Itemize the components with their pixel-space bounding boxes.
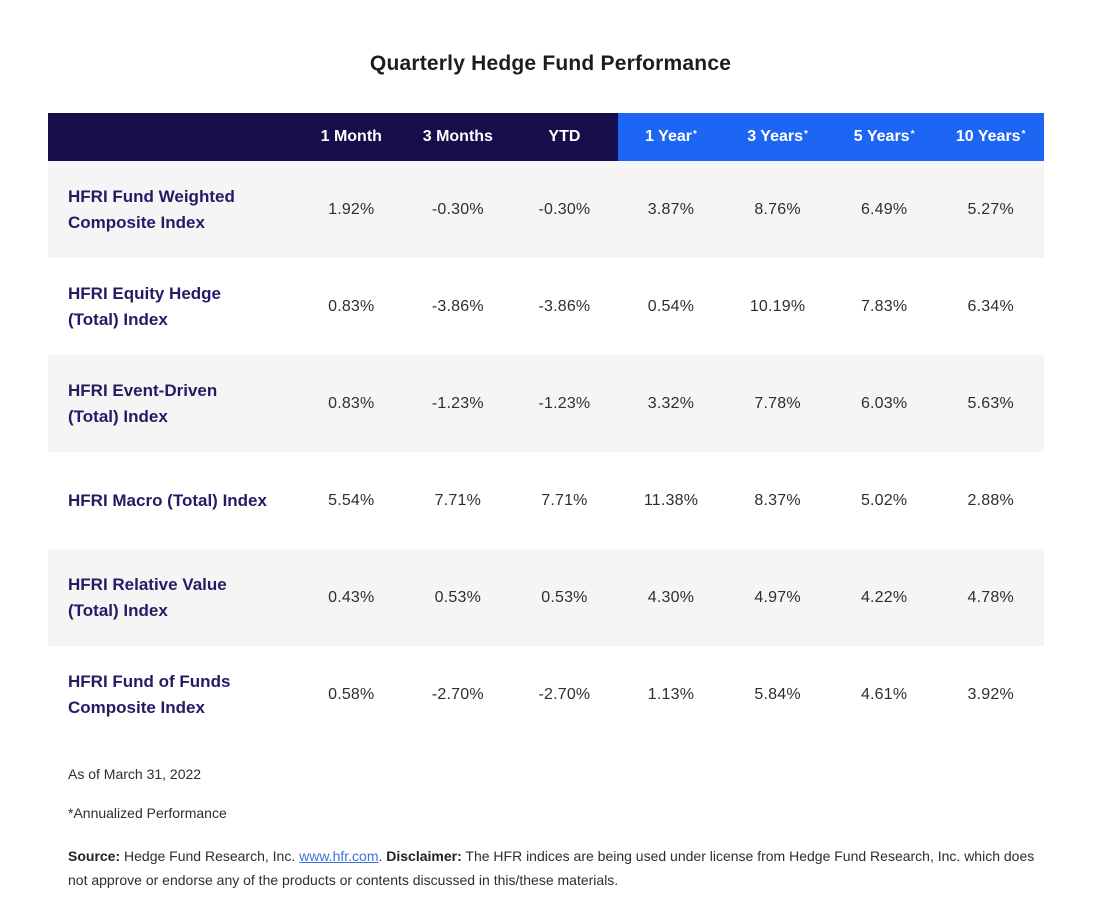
col-header-ytd: YTD — [511, 113, 618, 161]
col-header-1-year: 1 Year * — [617, 113, 725, 161]
cell-value: 11.38% — [643, 491, 699, 509]
cell-value: 3.32% — [647, 394, 695, 412]
cell-value: -2.70% — [431, 685, 484, 703]
col-header-label: 10 Years — [955, 128, 1021, 145]
hfr-link[interactable]: www.hfr.com — [299, 848, 379, 864]
annualized-note: *Annualized Performance — [68, 805, 227, 821]
as-of-date: As of March 31, 2022 — [68, 766, 202, 782]
cell-value: -1.23% — [538, 394, 591, 412]
after-link-text: . — [378, 848, 387, 864]
cell-value: 3.87% — [647, 200, 695, 218]
col-header-10-years: 10 Years * — [937, 113, 1044, 161]
cell-value: 5.63% — [967, 394, 1014, 412]
cell-value: 0.58% — [328, 685, 375, 703]
cell-value: -3.86% — [538, 297, 591, 315]
table-row-relative-value: HFRI Relative Value (Total) Index 0.43% … — [48, 549, 1044, 646]
cell-value: 4.78% — [967, 588, 1014, 606]
cell-value: 0.83% — [328, 297, 375, 315]
cell-value: 5.54% — [328, 491, 375, 509]
cell-value: 7.71% — [541, 491, 588, 509]
row-label: HFRI Macro (Total) Index — [48, 488, 298, 514]
table-row-macro: HFRI Macro (Total) Index 5.54% 7.71% 7.7… — [48, 452, 1044, 549]
col-header-label: 3 Months — [422, 128, 493, 145]
cell-value: 0.83% — [328, 394, 375, 412]
col-header-label: 1 Month — [320, 128, 382, 145]
row-label: HFRI Fund Weighted Composite Index — [48, 184, 298, 236]
row-label: HFRI Event-Driven (Total) Index — [48, 378, 298, 430]
cell-value: 6.49% — [860, 200, 908, 218]
row-label-line: Composite Index — [68, 212, 205, 232]
cell-value: 6.03% — [860, 394, 908, 412]
row-label-line: (Total) Index — [68, 600, 168, 620]
cell-value: 8.37% — [754, 491, 801, 509]
cell-value: 8.76% — [754, 200, 801, 218]
row-label: HFRI Equity Hedge (Total) Index — [48, 281, 298, 333]
cell-value: 4.22% — [860, 588, 908, 606]
page-title: Quarterly Hedge Fund Performance — [369, 52, 732, 75]
footnotes: As of March 31, 2022 *Annualized Perform… — [68, 766, 1101, 892]
table-row-fund-weighted: HFRI Fund Weighted Composite Index 1.92%… — [48, 161, 1044, 258]
cell-value: -1.23% — [431, 394, 484, 412]
cell-value: 1.13% — [647, 685, 695, 703]
row-label: HFRI Relative Value (Total) Index — [48, 572, 298, 624]
row-label-line: HFRI Relative Value — [68, 574, 227, 594]
col-header-label: 1 Year — [645, 128, 692, 145]
cell-value: 0.54% — [647, 297, 695, 315]
cell-value: 10.19% — [749, 297, 806, 315]
col-header-3-years: 3 Years * — [724, 113, 831, 161]
row-label-line: HFRI Macro (Total) Index — [68, 490, 267, 510]
cell-value: 4.97% — [754, 588, 801, 606]
table-row-fund-of-funds: HFRI Fund of Funds Composite Index 0.58%… — [48, 646, 1044, 743]
cell-value: -0.30% — [538, 200, 591, 218]
row-label-line: HFRI Fund of Funds — [68, 671, 231, 691]
table-row-event-driven: HFRI Event-Driven (Total) Index 0.83% -1… — [48, 355, 1044, 452]
source-label: Source: — [68, 848, 121, 864]
cell-value: 3.92% — [967, 685, 1014, 703]
row-label-line: HFRI Event-Driven — [68, 380, 218, 400]
table-row-equity-hedge: HFRI Equity Hedge (Total) Index 0.83% -3… — [48, 258, 1044, 355]
header-spacer — [48, 113, 298, 161]
cell-value: -0.30% — [431, 200, 484, 218]
col-header-5-years: 5 Years * — [830, 113, 938, 161]
col-header-label: 3 Years — [747, 128, 803, 145]
cell-value: 5.84% — [754, 685, 801, 703]
cell-value: 0.43% — [328, 588, 375, 606]
col-header-3-months: 3 Months — [404, 113, 512, 161]
row-label-line: HFRI Fund Weighted — [68, 186, 235, 206]
cell-value: 0.53% — [541, 588, 588, 606]
cell-value: 1.92% — [328, 200, 375, 218]
cell-value: 4.61% — [860, 685, 908, 703]
row-label: HFRI Fund of Funds Composite Index — [48, 669, 298, 721]
cell-value: 7.71% — [434, 491, 482, 509]
cell-value: 5.27% — [967, 200, 1014, 218]
col-header-label: YTD — [548, 128, 581, 145]
cell-value: 6.34% — [967, 297, 1014, 315]
cell-value: 0.53% — [434, 588, 482, 606]
table-header: 1 Month 3 Months YTD 1 Year * 3 Years * 5 … — [48, 113, 1044, 161]
row-label-line: Composite Index — [68, 697, 205, 717]
col-header-label: 5 Years — [853, 128, 910, 145]
cell-value: -3.86% — [431, 297, 484, 315]
cell-value: 7.83% — [860, 297, 908, 315]
cell-value: 4.30% — [647, 588, 695, 606]
row-label-line: (Total) Index — [68, 406, 168, 426]
row-label-line: HFRI Equity Hedge — [68, 283, 222, 303]
source-disclaimer: Source: Hedge Fund Research, Inc. www.hf… — [68, 844, 1044, 892]
cell-value: 7.78% — [754, 394, 801, 412]
source-text: Hedge Fund Research, Inc. — [120, 848, 300, 864]
cell-value: -2.70% — [538, 685, 591, 703]
cell-value: 2.88% — [967, 491, 1014, 509]
col-header-1-month: 1 Month — [298, 113, 405, 161]
disclaimer-text: The HFR indices are being used under lic… — [68, 848, 1035, 888]
cell-value: 5.02% — [860, 491, 908, 509]
disclaimer-label: Disclaimer: — [386, 848, 462, 864]
row-label-line: (Total) Index — [68, 309, 168, 329]
performance-table: 1 Month 3 Months YTD 1 Year * 3 Years * 5 … — [48, 113, 1044, 743]
